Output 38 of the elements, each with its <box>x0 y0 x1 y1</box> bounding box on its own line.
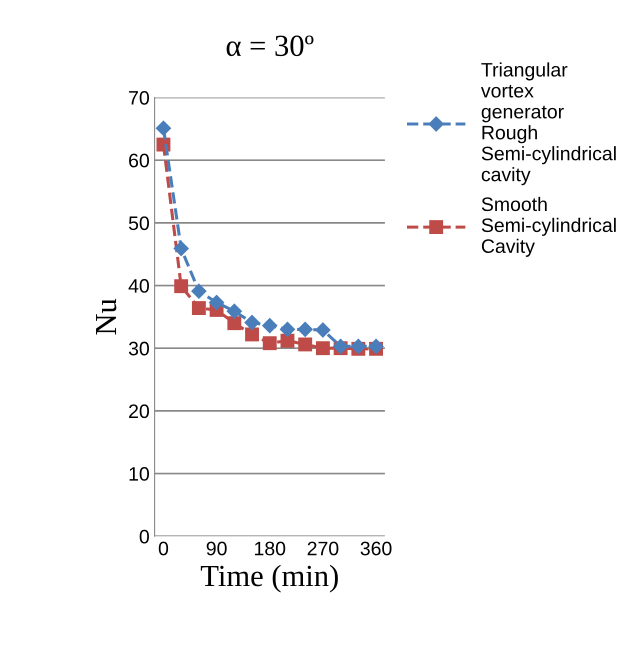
point <box>174 279 188 294</box>
y-tick-label: 30 <box>128 342 149 356</box>
x-axis-title: Time (min) <box>200 564 338 593</box>
point <box>156 120 172 136</box>
legend-label: Triangular vortex generator Rough Semi-cylindrical cavity <box>480 62 616 186</box>
point <box>209 294 224 310</box>
point <box>368 338 384 354</box>
point <box>315 322 330 338</box>
y-tick-label: 0 <box>140 530 149 544</box>
legend-label: Smooth Semi-cylindrical Cavity <box>482 196 616 257</box>
x-tick-label: 0 <box>158 542 168 556</box>
point <box>262 318 278 334</box>
point <box>191 284 206 299</box>
point <box>280 334 294 348</box>
point <box>226 304 242 319</box>
point <box>262 336 277 350</box>
point <box>298 338 312 352</box>
y-tick-label: 20 <box>129 404 149 418</box>
point <box>298 322 313 337</box>
point <box>174 240 189 256</box>
x-tick-label: 90 <box>206 542 227 556</box>
point <box>244 314 260 330</box>
x-tick-label: 180 <box>255 542 286 556</box>
chart-title: α = 30º <box>226 36 314 56</box>
x-tick-label: 270 <box>308 542 338 556</box>
point <box>280 322 296 337</box>
point <box>350 338 366 354</box>
y-tick-label: 60 <box>129 154 149 168</box>
point <box>316 341 330 356</box>
point <box>245 327 259 342</box>
y-tick-label: 40 <box>128 279 149 293</box>
y-tick-label: 50 <box>128 216 149 230</box>
point <box>227 316 242 330</box>
y-tick-label: 70 <box>129 90 149 105</box>
y-axis-title: Nu <box>96 298 116 335</box>
point <box>192 301 206 316</box>
x-tick-label: 360 <box>360 542 392 556</box>
y-tick-label: 10 <box>130 467 149 481</box>
